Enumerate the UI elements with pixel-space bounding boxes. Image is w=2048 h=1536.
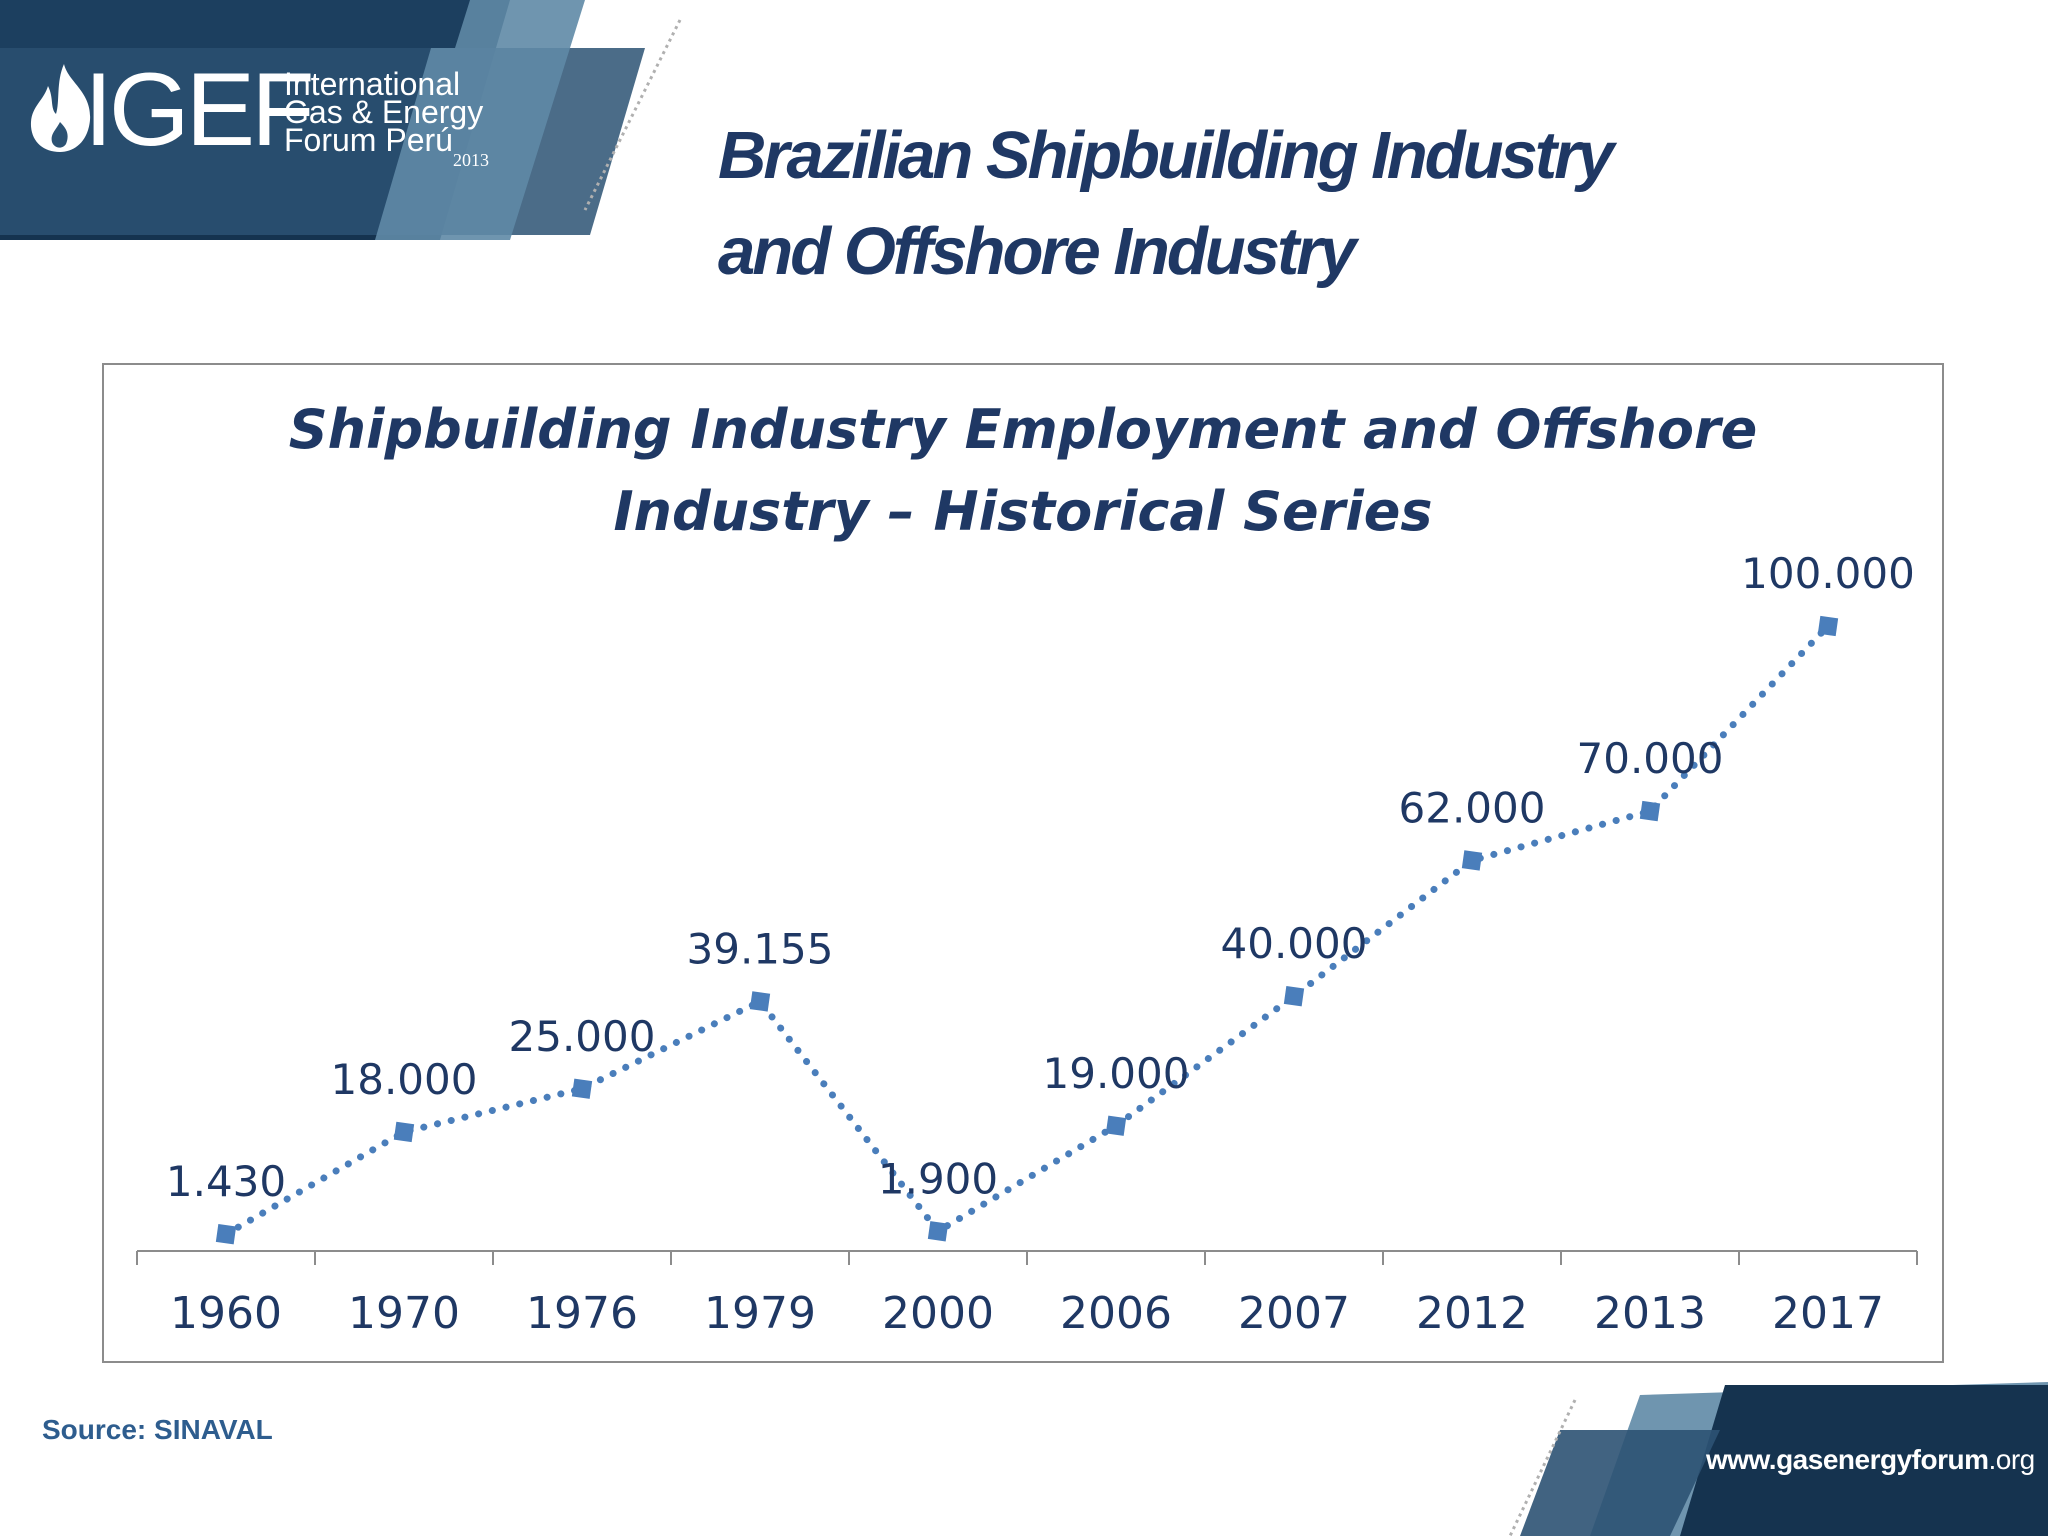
- x-tick-label-2012: 2012: [1416, 1288, 1528, 1339]
- logo-line-3: Forum Perú: [284, 122, 453, 158]
- website-link[interactable]: www.gasenergyforum.org: [1706, 1444, 2035, 1476]
- slide-title: Brazilian Shipbuilding Industry and Offs…: [718, 108, 1614, 300]
- logo-tagline: International Gas & Energy Forum Perú: [284, 66, 484, 158]
- data-point-1970: [393, 1121, 415, 1143]
- data-point-2006: [1105, 1115, 1127, 1136]
- logo-line-1: International: [284, 66, 461, 102]
- data-label-2000: 1.900: [878, 1154, 998, 1203]
- data-label-1979: 39.155: [687, 924, 834, 973]
- x-tick-label-2006: 2006: [1060, 1288, 1172, 1339]
- chart-title-line-1: Shipbuilding Industry Employment and Off…: [289, 398, 1758, 461]
- data-label-1976: 25.000: [509, 1012, 656, 1061]
- data-point-2000: [927, 1221, 949, 1242]
- data-point-1960: [215, 1224, 237, 1245]
- logo-wordmark: IGEF: [84, 52, 315, 168]
- header-band: [0, 0, 682, 240]
- data-label-2012: 62.000: [1399, 783, 1546, 832]
- chart-title-line-2: Industry – Historical Series: [613, 480, 1432, 543]
- data-label-2013: 70.000: [1577, 734, 1724, 783]
- flame-logo-icon: [30, 64, 91, 152]
- data-point-2012: [1461, 850, 1483, 871]
- slide-title-line-2: and Offshore Industry: [718, 214, 1357, 289]
- x-tick-label-2000: 2000: [882, 1288, 994, 1339]
- data-point-1976: [571, 1078, 593, 1099]
- data-label-1970: 18.000: [331, 1055, 478, 1104]
- x-tick-label-1960: 1960: [170, 1288, 282, 1339]
- source-note: Source: SINAVAL: [42, 1414, 273, 1445]
- x-tick-label-1970: 1970: [348, 1288, 460, 1339]
- series-line: [222, 622, 1832, 1238]
- website-tld: .org: [1988, 1444, 2035, 1475]
- data-label-1960: 1.430: [166, 1157, 286, 1206]
- data-point-2013: [1639, 800, 1661, 822]
- data-label-2006: 19.000: [1043, 1049, 1190, 1098]
- x-tick-label-1976: 1976: [526, 1288, 638, 1339]
- chart-frame: [102, 363, 1944, 1363]
- x-tick-label-2013: 2013: [1594, 1288, 1706, 1339]
- data-point-1979: [749, 991, 771, 1012]
- data-label-2017: 100.000: [1741, 549, 1915, 598]
- x-tick-label-2017: 2017: [1772, 1288, 1884, 1339]
- data-point-2017: [1817, 615, 1839, 637]
- data-label-2007: 40.000: [1221, 919, 1368, 968]
- logo-year: 2013: [453, 150, 489, 170]
- x-tick-label-2007: 2007: [1238, 1288, 1350, 1339]
- slide-title-line-1: Brazilian Shipbuilding Industry: [718, 118, 1614, 193]
- logo-line-2: Gas & Energy: [284, 94, 484, 130]
- x-tick-label-1979: 1979: [704, 1288, 816, 1339]
- data-point-2007: [1283, 986, 1305, 1007]
- website-main: www.gasenergyforum: [1706, 1444, 1989, 1475]
